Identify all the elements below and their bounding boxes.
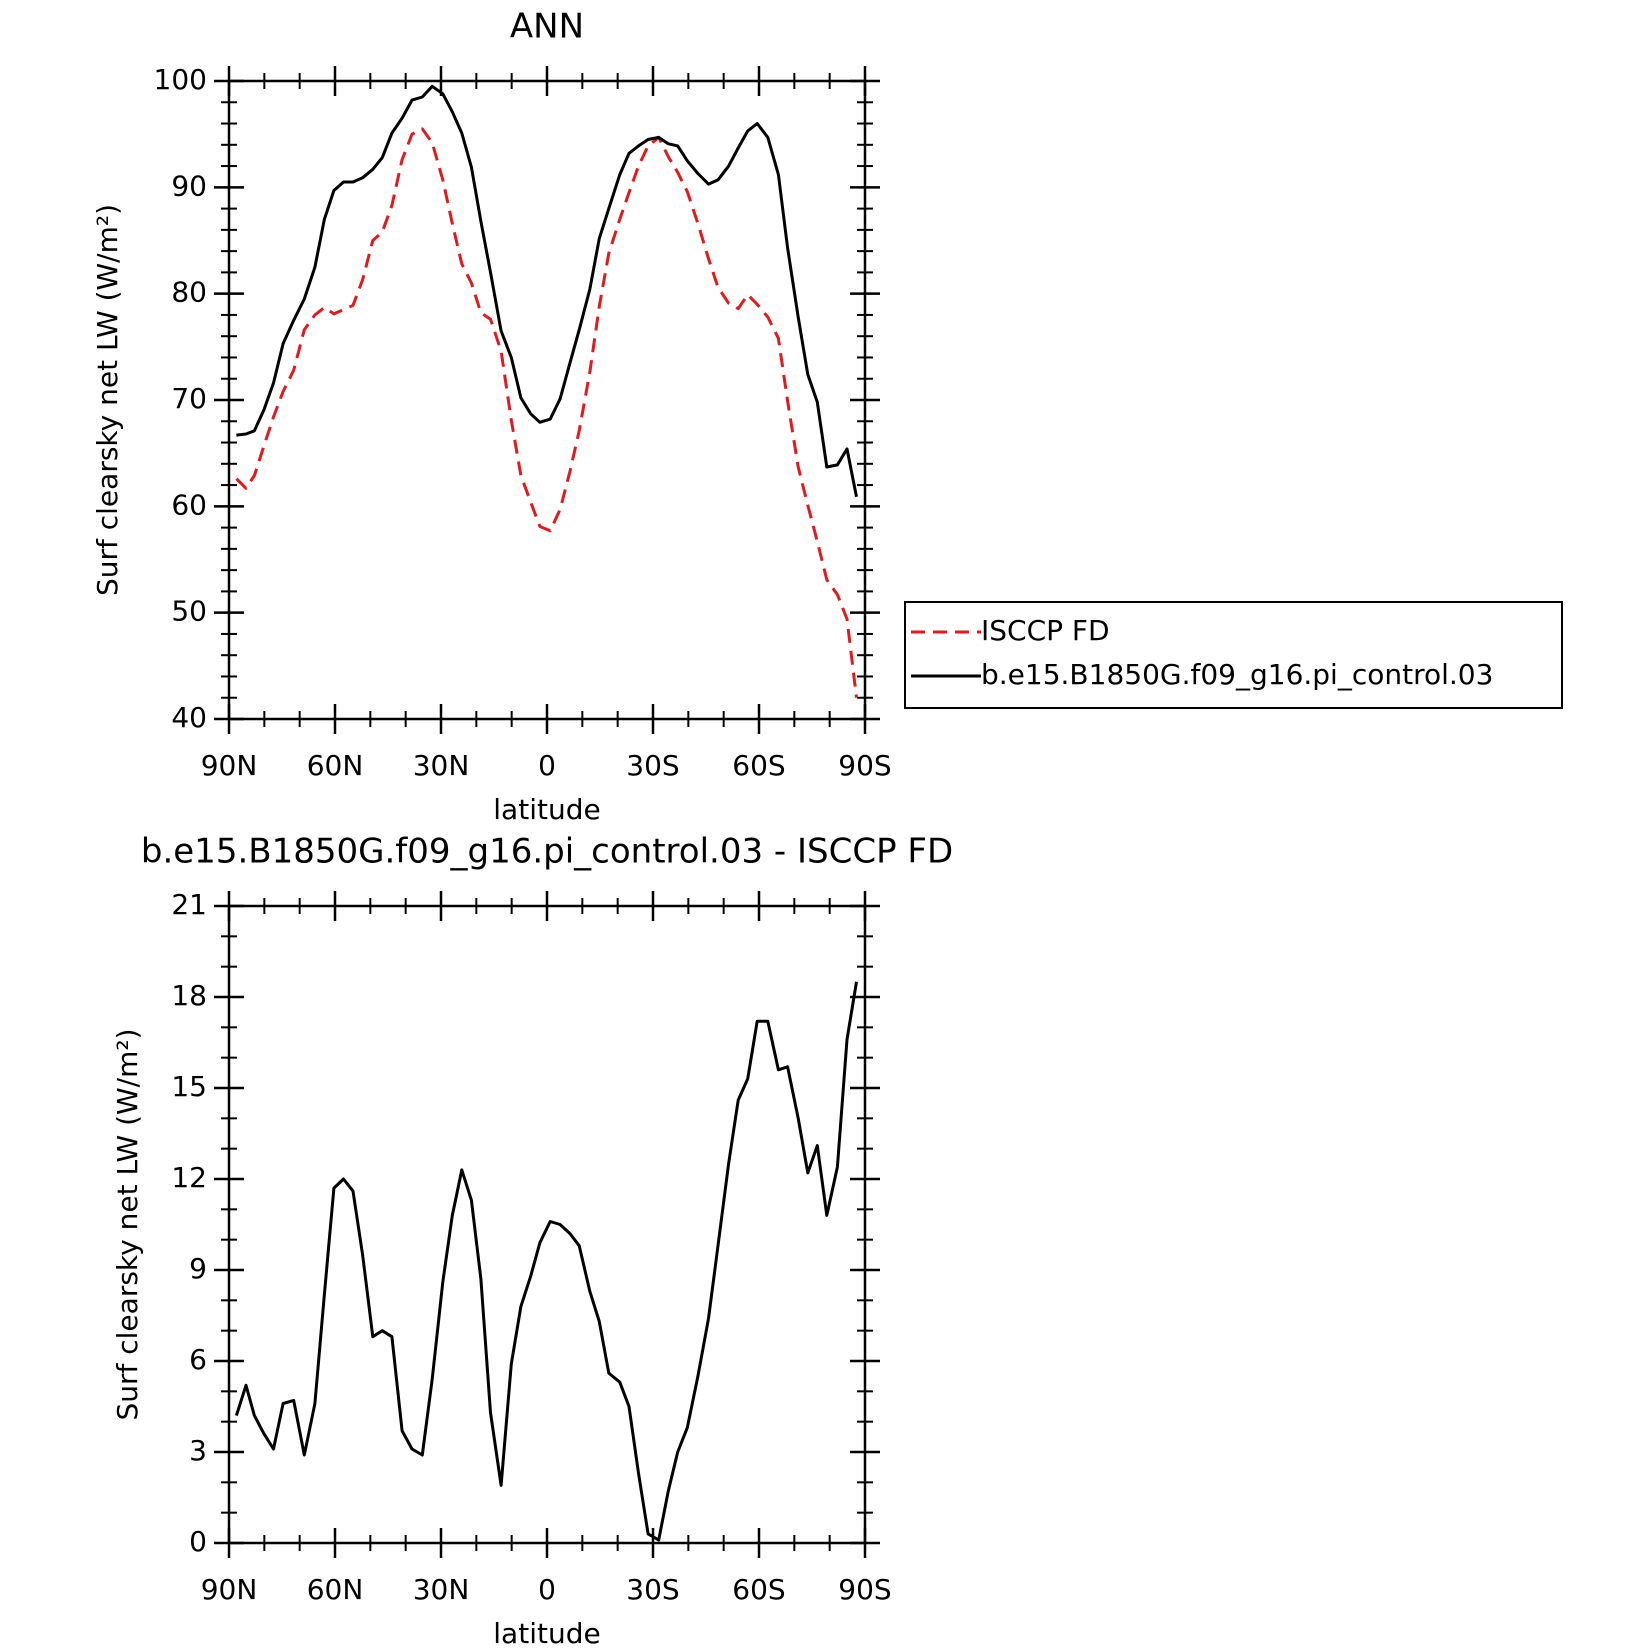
- chart-title: ANN: [510, 7, 584, 47]
- data-line: [236, 84, 858, 498]
- y-tick-label: 100: [154, 63, 207, 96]
- y-tick-label: 70: [171, 382, 207, 415]
- y-tick-label: 6: [189, 1343, 207, 1376]
- x-tick-label: 0: [538, 1573, 556, 1606]
- x-tick-label: 0: [538, 749, 556, 782]
- y-tick-label: 12: [171, 1161, 207, 1194]
- chart-title: b.e15.B1850G.f09_g16.pi_control.03 - ISC…: [141, 832, 953, 872]
- y-tick-label: 90: [171, 169, 207, 202]
- legend-label: ISCCP FD: [981, 614, 1110, 647]
- y-tick-label: 40: [171, 701, 207, 734]
- x-tick-label: 30N: [413, 1573, 470, 1606]
- plot-frame: [227, 79, 867, 721]
- x-tick-label: 60S: [732, 749, 785, 782]
- x-tick-label: 30S: [626, 1573, 679, 1606]
- y-tick-label: 3: [189, 1434, 207, 1467]
- x-tick-label: 90N: [201, 749, 258, 782]
- panel: ANN 90N 60N 30N 0 30S 60S 90S 40 50 60 70 80 90 100 lat…: [91, 7, 1563, 826]
- y-axis-label: Surf clearsky net LW (W/m²): [91, 204, 124, 596]
- y-tick-label: 15: [171, 1070, 207, 1103]
- y-tick-label: 50: [171, 595, 207, 628]
- y-tick-label: 80: [171, 276, 207, 309]
- x-tick-label: 30N: [413, 749, 470, 782]
- legend-label: b.e15.B1850G.f09_g16.pi_control.03: [981, 658, 1493, 691]
- x-tick-label: 60N: [307, 749, 364, 782]
- x-tick-label: 90S: [838, 749, 891, 782]
- panel: b.e15.B1850G.f09_g16.pi_control.03 - ISC…: [111, 832, 953, 1651]
- y-axis-label: Surf clearsky net LW (W/m²): [111, 1028, 144, 1420]
- data-line: [234, 981, 858, 1542]
- y-tick-label: 60: [171, 488, 207, 521]
- data-line: [235, 127, 858, 698]
- x-tick-label: 90N: [201, 1573, 258, 1606]
- y-tick-label: 0: [189, 1525, 207, 1558]
- y-tick-label: 9: [189, 1252, 207, 1285]
- plot-frame: [227, 904, 867, 1545]
- x-axis-label: latitude: [493, 793, 600, 826]
- y-tick-label: 21: [171, 888, 207, 921]
- x-tick-label: 90S: [838, 1573, 891, 1606]
- x-tick-label: 30S: [626, 749, 679, 782]
- legend-box: [904, 601, 1563, 709]
- x-axis-label: latitude: [493, 1617, 600, 1650]
- x-tick-label: 60S: [732, 1573, 785, 1606]
- x-tick-label: 60N: [307, 1573, 364, 1606]
- y-tick-label: 18: [171, 979, 207, 1012]
